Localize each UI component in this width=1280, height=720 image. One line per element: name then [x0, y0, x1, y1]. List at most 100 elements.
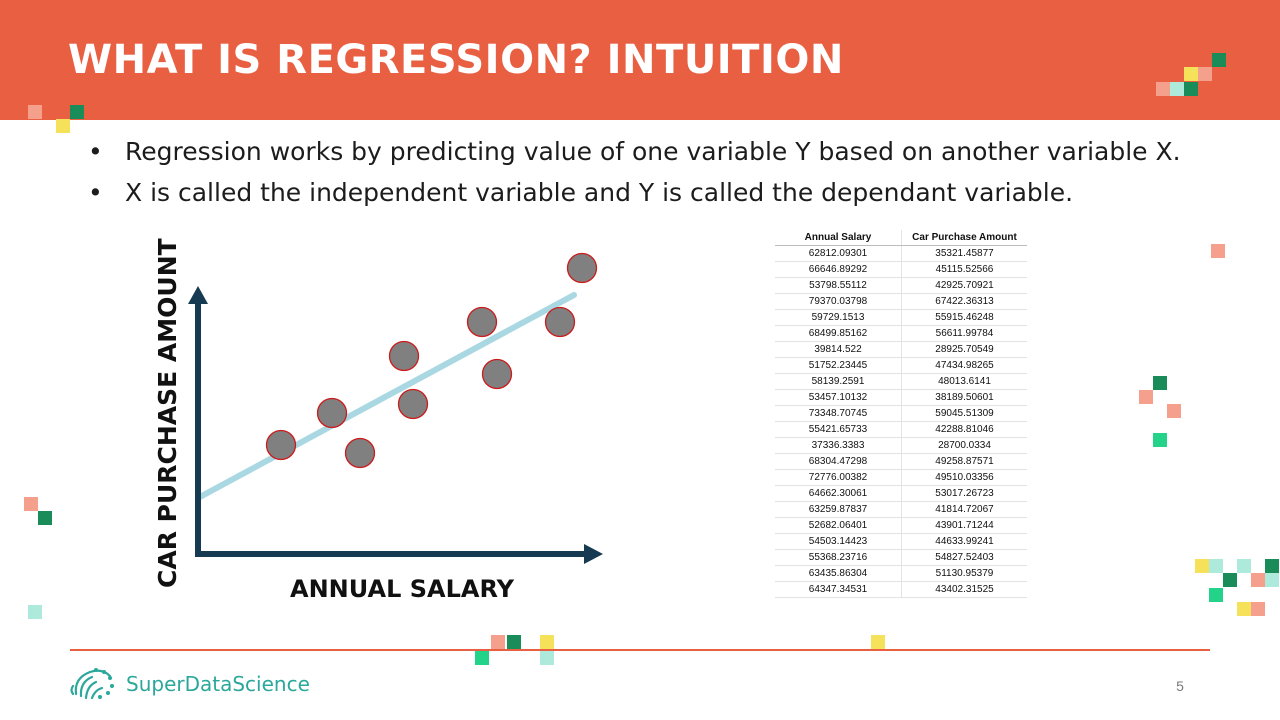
cell-car-purchase-amount: 38189.50601: [901, 389, 1027, 406]
data-point: [265, 429, 297, 461]
table-row: 68499.85162 56611.99784: [775, 325, 1027, 342]
cell-annual-salary: 62812.09301: [775, 245, 902, 262]
brand-name: SuperDataScience: [126, 672, 310, 696]
cell-annual-salary: 79370.03798: [775, 293, 902, 310]
cell-car-purchase-amount: 53017.26723: [901, 485, 1027, 502]
cell-annual-salary: 53457.10132: [775, 389, 902, 406]
deco-square: [38, 511, 52, 525]
cell-car-purchase-amount: 54827.52403: [901, 549, 1027, 566]
cell-car-purchase-amount: 59045.51309: [901, 405, 1027, 422]
cell-car-purchase-amount: 41814.72067: [901, 501, 1027, 518]
title-banner: [0, 0, 1280, 120]
cell-annual-salary: 66646.89292: [775, 261, 902, 278]
deco-square: [1153, 376, 1167, 390]
deco-square: [1265, 559, 1279, 573]
deco-square: [1195, 559, 1209, 573]
cell-car-purchase-amount: 55915.46248: [901, 309, 1027, 326]
column-header-annual-salary: Annual Salary: [775, 230, 902, 246]
table-row: 39814.522 28925.70549: [775, 341, 1027, 358]
table-row: 62812.09301 35321.45877: [775, 245, 1027, 262]
data-point: [316, 397, 348, 429]
table-row: 52682.06401 43901.71244: [775, 517, 1027, 534]
data-point: [388, 340, 420, 372]
cell-car-purchase-amount: 67422.36313: [901, 293, 1027, 310]
data-point: [566, 252, 598, 284]
table-body: 62812.09301 35321.45877 66646.89292 45115.5…: [775, 245, 1027, 598]
bullet-list: • Regression works by predicting value o…: [88, 132, 1181, 214]
deco-square: [28, 105, 42, 119]
bullet-marker: •: [88, 137, 103, 166]
cell-annual-salary: 68499.85162: [775, 325, 902, 342]
column-header-car-purchase-amount: Car Purchase Amount: [901, 230, 1027, 246]
data-point: [344, 437, 376, 469]
deco-square: [1156, 82, 1170, 96]
deco-square: [1167, 404, 1181, 418]
deco-square: [540, 635, 554, 649]
table-row: 66646.89292 45115.52566: [775, 261, 1027, 278]
cell-annual-salary: 63259.87837: [775, 501, 902, 518]
table-row: 68304.47298 49258.87571: [775, 453, 1027, 470]
table-row: 58139.2591 48013.6141: [775, 373, 1027, 390]
table-row: 54503.14423 44633.99241: [775, 533, 1027, 550]
table-row: 79370.03798 67422.36313: [775, 293, 1027, 310]
cell-annual-salary: 55368.23716: [775, 549, 902, 566]
deco-square: [1251, 573, 1265, 587]
cell-annual-salary: 39814.522: [775, 341, 902, 358]
cell-car-purchase-amount: 49258.87571: [901, 453, 1027, 470]
cell-car-purchase-amount: 56611.99784: [901, 325, 1027, 342]
cell-car-purchase-amount: 44633.99241: [901, 533, 1027, 550]
deco-square: [475, 651, 489, 665]
deco-square: [1184, 67, 1198, 81]
cell-car-purchase-amount: 49510.03356: [901, 469, 1027, 486]
deco-square: [56, 119, 70, 133]
deco-square: [540, 651, 554, 665]
cell-car-purchase-amount: 45115.52566: [901, 261, 1027, 278]
table-row: 64347.34531 43402.31525: [775, 581, 1027, 598]
cell-car-purchase-amount: 42288.81046: [901, 421, 1027, 438]
bullet-item: • X is called the independent variable a…: [88, 173, 1181, 214]
regression-diagram: [188, 252, 603, 564]
cell-car-purchase-amount: 42925.70921: [901, 277, 1027, 294]
deco-square: [1237, 602, 1251, 616]
bullet-item: • Regression works by predicting value o…: [88, 132, 1181, 173]
deco-square: [24, 497, 38, 511]
cell-car-purchase-amount: 43901.71244: [901, 517, 1027, 534]
cell-car-purchase-amount: 47434.98265: [901, 357, 1027, 374]
table-row: 55368.23716 54827.52403: [775, 549, 1027, 566]
cell-annual-salary: 73348.70745: [775, 405, 902, 422]
x-axis-label: ANNUAL SALARY: [290, 575, 514, 603]
cell-car-purchase-amount: 51130.95379: [901, 565, 1027, 582]
deco-square: [1170, 82, 1184, 96]
cell-annual-salary: 37336.3383: [775, 437, 902, 454]
bullet-text: Regression works by predicting value of …: [125, 137, 1181, 166]
cell-car-purchase-amount: 28925.70549: [901, 341, 1027, 358]
deco-square: [1184, 82, 1198, 96]
slide-title: WHAT IS REGRESSION? INTUITION: [68, 37, 844, 83]
cell-annual-salary: 53798.55112: [775, 277, 902, 294]
cell-annual-salary: 59729.1513: [775, 309, 902, 326]
deco-square: [28, 605, 42, 619]
table-row: 53457.10132 38189.50601: [775, 389, 1027, 406]
cell-annual-salary: 54503.14423: [775, 533, 902, 550]
data-point: [397, 388, 429, 420]
deco-square: [1251, 602, 1265, 616]
table-row: 51752.23445 47434.98265: [775, 357, 1027, 374]
table-row: 73348.70745 59045.51309: [775, 405, 1027, 422]
table-header-row: Annual Salary Car Purchase Amount: [775, 230, 1027, 246]
table-row: 72776.00382 49510.03356: [775, 469, 1027, 486]
axis-lines: [195, 304, 584, 557]
data-point: [544, 306, 576, 338]
deco-square: [491, 635, 505, 649]
cell-annual-salary: 51752.23445: [775, 357, 902, 374]
cell-annual-salary: 68304.47298: [775, 453, 902, 470]
data-point: [481, 358, 513, 390]
deco-square: [1198, 67, 1212, 81]
regression-line: [195, 292, 577, 501]
y-axis-arrowhead: [188, 286, 208, 304]
deco-square: [1237, 559, 1251, 573]
table-row: 63259.87837 41814.72067: [775, 501, 1027, 518]
cell-annual-salary: 58139.2591: [775, 373, 902, 390]
footer-divider: [70, 649, 1210, 651]
page-number: 5: [1176, 678, 1184, 694]
cell-car-purchase-amount: 28700.0334: [901, 437, 1027, 454]
